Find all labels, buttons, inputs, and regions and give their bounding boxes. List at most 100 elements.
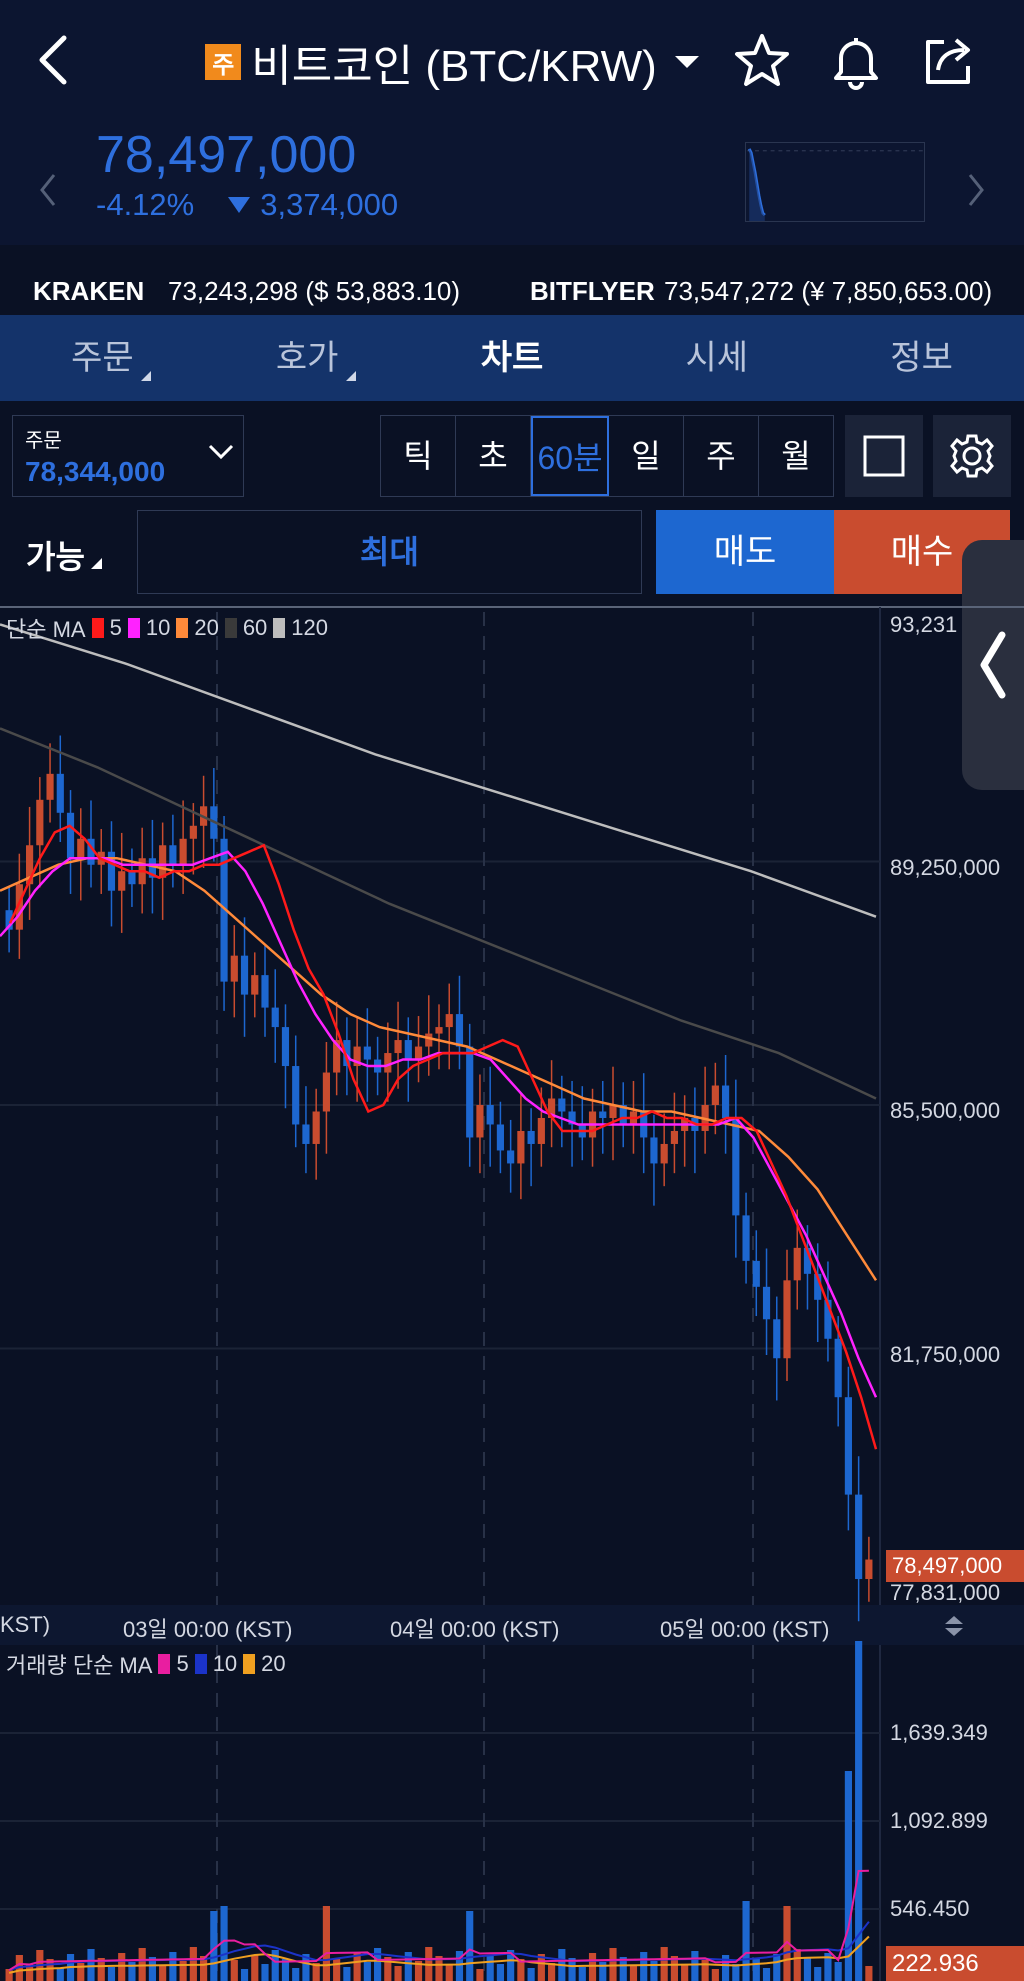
volume-bar [752, 1959, 760, 1981]
candle-body [179, 838, 187, 865]
volume-bar [722, 1955, 730, 1981]
candle-body [302, 1124, 310, 1144]
ma120-label: 120 [291, 615, 329, 640]
volume-bar [240, 1969, 249, 1981]
ma60-swatch [224, 618, 237, 638]
x-tick-label: KST) [0, 1612, 51, 1637]
candle-body [466, 1046, 474, 1138]
period-60min[interactable]: 60분 [531, 416, 609, 496]
page-title: 비트코인 (BTC/KRW) [251, 42, 657, 91]
tab-orderbook[interactable]: 호가 [205, 315, 410, 401]
volume-bar [384, 1957, 392, 1981]
candle-body [711, 1085, 719, 1105]
candle-body [384, 1053, 392, 1073]
volume-bar [46, 1959, 54, 1981]
period-selector: 틱 초 60분 일 주 월 [380, 415, 834, 497]
volume-bar [650, 1961, 658, 1981]
tab-market[interactable]: 시세 [614, 315, 819, 401]
period-second[interactable]: 초 [456, 416, 531, 496]
volume-bar [230, 1960, 238, 1981]
trade-bar: 가능 최대 매도 매수 [0, 510, 1024, 594]
tab-label: 주문 [71, 339, 134, 377]
settings-button[interactable] [933, 415, 1011, 497]
volume-bar [619, 1957, 627, 1981]
candle-body [650, 1137, 658, 1164]
candle-body [558, 1098, 566, 1112]
volume-bar [87, 1949, 95, 1981]
volume-ma20-line [8, 1935, 870, 1974]
period-month[interactable]: 월 [781, 438, 811, 474]
vol-ma5-swatch [158, 1654, 171, 1674]
volume-bar [169, 1952, 177, 1981]
bell-icon[interactable] [827, 32, 885, 90]
star-icon[interactable] [733, 32, 791, 90]
order-label: 주문 [25, 430, 62, 452]
volume-bar [179, 1961, 187, 1981]
price-chart[interactable] [0, 600, 1024, 1981]
price-change: -4.12% 3,374,000 [96, 187, 398, 223]
top-bar: 주 비트코인 (BTC/KRW) [0, 0, 1024, 125]
volume-bar [220, 1906, 228, 1981]
volume-bar [742, 1901, 750, 1981]
ma-legend-title: 단순 MA [6, 617, 86, 642]
sell-button[interactable]: 매도 [656, 510, 834, 594]
volume-bar [466, 1911, 474, 1981]
candle-body [455, 1014, 464, 1047]
tab-info[interactable]: 정보 [819, 315, 1024, 401]
volume-bar [527, 1968, 535, 1981]
period-tick[interactable]: 틱 [381, 416, 456, 496]
candle-body [619, 1105, 627, 1125]
candle-body [261, 975, 269, 1008]
candle-body [118, 871, 126, 891]
tab-order[interactable]: 주문 [0, 315, 205, 401]
resize-handle-icon[interactable] [943, 1614, 965, 1638]
back-arrow-icon[interactable] [30, 30, 80, 90]
period-day[interactable]: 일 [609, 416, 684, 496]
ma5-swatch [91, 618, 104, 638]
tab-label: 정보 [890, 339, 953, 377]
volume-legend: 거래량 단순 MA 5 10 20 [6, 1648, 286, 1680]
volume-bar [711, 1969, 719, 1981]
buy-button[interactable]: 매수 [834, 510, 1010, 594]
max-button[interactable]: 최대 [137, 510, 642, 594]
previous-coin-icon[interactable] [34, 165, 64, 215]
volume-bar [26, 1964, 34, 1981]
volume-bar [322, 1906, 330, 1981]
candle-body [435, 1027, 443, 1034]
current-price-tag: 78,497,000 [886, 1550, 1024, 1582]
volume-bar [107, 1967, 116, 1981]
corner-mark-icon [90, 557, 102, 569]
volume-bar [292, 1968, 300, 1981]
candle-body [752, 1260, 760, 1287]
ma20-label: 20 [194, 615, 219, 640]
fullscreen-button[interactable] [845, 415, 923, 497]
candle-body [537, 1117, 545, 1144]
side-panel-handle[interactable] [962, 540, 1024, 790]
period-week[interactable]: 주 [684, 416, 759, 496]
volume-legend-title: 거래량 단순 MA [6, 1653, 153, 1678]
volume-bar [455, 1951, 464, 1981]
volume-bar [281, 1959, 290, 1981]
title-area[interactable]: 주 비트코인 (BTC/KRW) [0, 30, 1024, 91]
next-coin-icon[interactable] [960, 165, 990, 215]
candle-body [517, 1130, 525, 1164]
volume-bar [394, 1966, 402, 1981]
exchange-value: 73,243,298 ($ 53,883.10) [168, 276, 461, 306]
volume-bar [548, 1963, 556, 1981]
volume-bar [302, 1954, 310, 1981]
tab-chart[interactable]: 차트 [410, 315, 615, 401]
candle-body [77, 838, 85, 859]
volume-bar [210, 1911, 218, 1981]
candle-body [773, 1319, 781, 1359]
candle-body [568, 1111, 576, 1125]
candle-body [322, 1072, 330, 1112]
share-icon[interactable] [920, 32, 978, 90]
order-price-select[interactable]: 주문 78,344,000 [12, 415, 244, 497]
volume-bar [629, 1966, 638, 1981]
volume-bar [353, 1953, 361, 1981]
order-value: 78,344,000 [25, 456, 166, 487]
candle-body [834, 1338, 842, 1398]
y-tick-label: 85,500,000 [890, 1098, 1001, 1123]
available-toggle[interactable]: 가능 [26, 532, 102, 578]
candle-body [15, 884, 23, 930]
